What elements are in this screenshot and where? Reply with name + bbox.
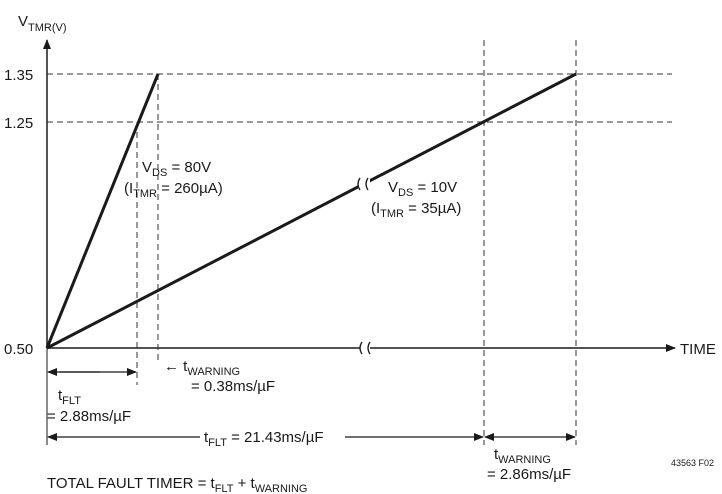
tflt-80-value: = 2.88ms/µF <box>47 408 131 425</box>
tick-1.35: 1.35 <box>4 67 33 84</box>
tick-1.25: 1.25 <box>4 115 33 132</box>
break-symbol-axis <box>359 341 371 355</box>
twarn-80-value: = 0.38ms/µF <box>191 378 275 395</box>
y-axis-label: VTMR(V) <box>18 13 67 34</box>
tflt-80-label: tFLT <box>58 387 81 407</box>
ramp-vds-80 <box>45 73 160 349</box>
vds10-line2: (ITMR = 35µA) <box>371 200 461 220</box>
vds80-line1: VDS = 80V <box>142 159 211 179</box>
vds80-line2: (ITMR = 260µA) <box>124 180 223 200</box>
twarn-10-label: tWARNING <box>494 446 551 466</box>
tick-0.50: 0.50 <box>4 341 33 358</box>
x-axis-label: TIME <box>680 341 716 358</box>
vds10-line1: VDS = 10V <box>388 179 457 199</box>
twarn-80-label: ← tWARNING <box>164 358 240 378</box>
total-fault-timer: TOTAL FAULT TIMER = tFLT + tWARNING <box>47 475 307 494</box>
tflt-10-label: tFLT = 21.43ms/µF <box>204 429 324 449</box>
break-symbol-ramp <box>357 177 369 191</box>
ramp-vds-10 <box>46 72 577 350</box>
break-gap-axis <box>360 341 370 355</box>
twarn-10-value: = 2.86ms/µF <box>487 466 571 483</box>
figure-id: 43563 F02 <box>671 458 714 468</box>
